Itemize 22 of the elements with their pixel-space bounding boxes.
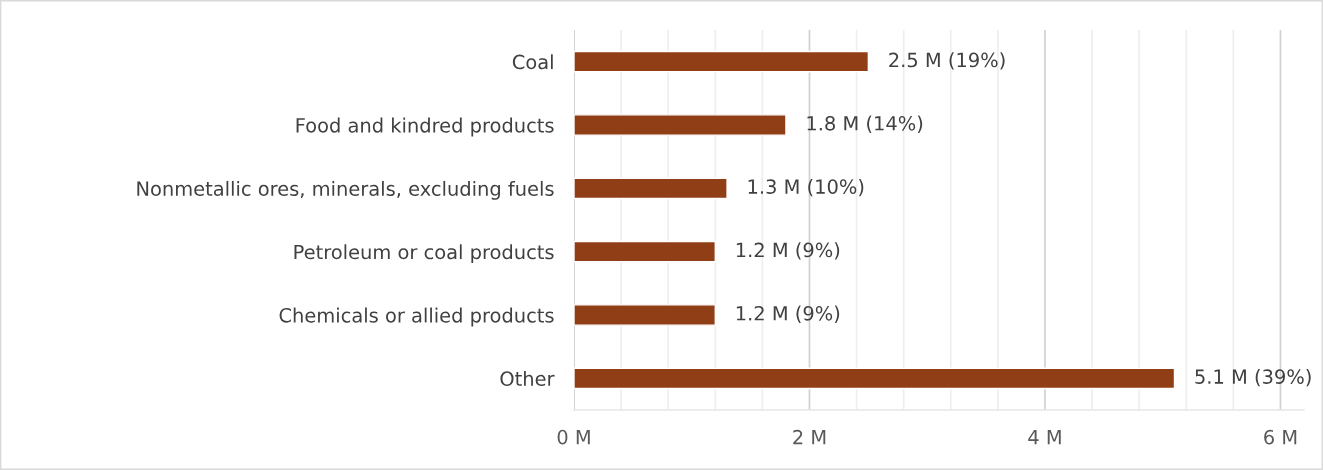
x-tick-label: 0 M [557,429,590,445]
x-tick-label: 4 M [1028,430,1061,445]
data-label: 1.8 M (14%) [807,115,923,133]
y-tick-label: Petroleum or coal products [294,244,554,264]
y-tick-label: Nonmetallic ores, minerals, excluding fuels [137,180,554,200]
data-label: 2.5 M (19%) [889,52,1005,70]
data-label: 1.2 M (9%) [736,242,840,260]
bar [574,240,716,263]
bar [574,177,728,200]
data-label: 5.1 M (39%) [1195,368,1311,387]
bar [574,304,716,326]
x-tick-label: 2 M [793,429,826,445]
y-tick-label: Other [500,370,555,386]
x-tick-label: 6 M [1264,429,1297,445]
data-label: 1.3 M (10%) [748,178,864,197]
data-label: 1.2 M (9%) [736,305,840,323]
bar [574,114,787,136]
bar [574,367,1176,390]
y-tick-label: Coal [512,54,553,70]
bar [574,50,870,73]
y-tick-label: Chemicals or allied products [279,307,554,327]
y-tick-label: Food and kindred products [296,117,554,137]
